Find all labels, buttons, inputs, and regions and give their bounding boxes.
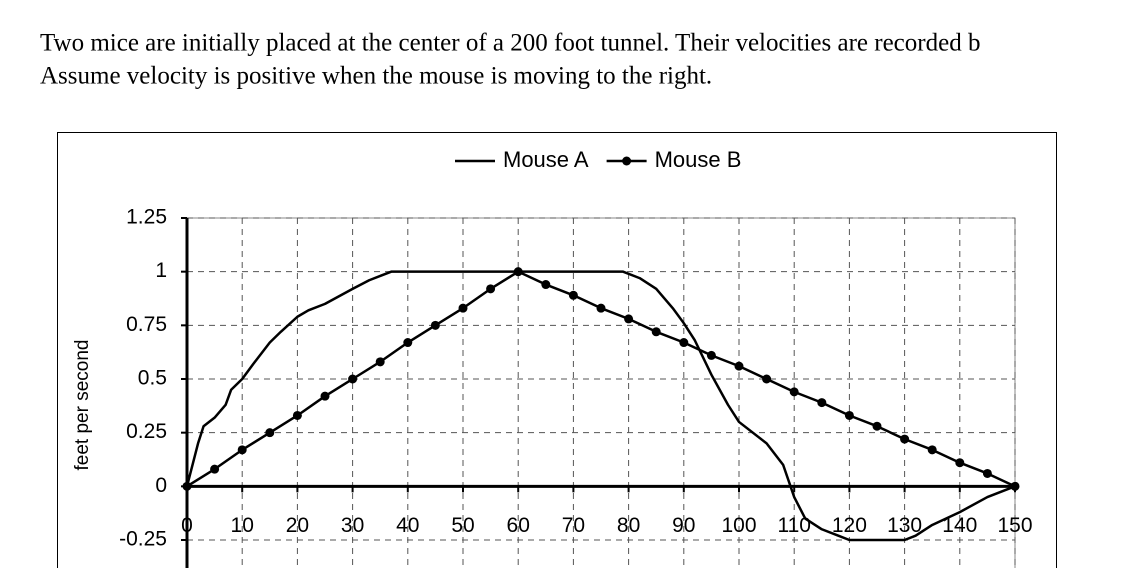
point-marker xyxy=(430,320,440,330)
x-tick-label: 130 xyxy=(887,514,922,537)
y-tick-label: 1 xyxy=(155,259,167,282)
series-line xyxy=(185,270,1016,542)
point-marker xyxy=(568,290,578,300)
point-marker xyxy=(762,374,772,384)
y-tick-label: -0.25 xyxy=(119,528,167,551)
point-marker xyxy=(486,284,496,294)
point-marker xyxy=(596,303,606,313)
point-marker xyxy=(458,303,468,313)
y-tick-label: 0.75 xyxy=(126,313,167,336)
point-marker xyxy=(403,338,413,348)
x-tick-label: 110 xyxy=(777,514,810,537)
x-tick-label: 90 xyxy=(672,514,695,537)
point-marker xyxy=(955,458,965,468)
x-tick-label: 20 xyxy=(286,514,309,537)
point-marker xyxy=(237,445,247,455)
y-tick-label: 0.25 xyxy=(126,420,167,443)
point-marker xyxy=(900,434,910,444)
legend-label: Mouse B xyxy=(655,147,742,172)
point-marker xyxy=(320,391,330,401)
point-marker xyxy=(734,361,744,371)
point-marker xyxy=(679,338,689,348)
legend-marker xyxy=(622,156,632,166)
point-marker xyxy=(513,267,523,277)
point-marker xyxy=(817,398,827,408)
point-marker xyxy=(292,410,302,420)
legend-label: Mouse A xyxy=(503,147,589,172)
x-tick-label: 10 xyxy=(231,514,254,537)
y-tick-label: 0.5 xyxy=(138,367,167,390)
x-tick-label: 140 xyxy=(942,514,977,537)
y-tick-label: 0 xyxy=(155,474,167,497)
point-marker xyxy=(789,387,799,397)
point-marker xyxy=(182,481,192,491)
x-tick-label: 40 xyxy=(396,514,419,537)
x-tick-label: 120 xyxy=(832,514,867,537)
x-tick-label: 50 xyxy=(451,514,474,537)
x-tick-label: 100 xyxy=(721,514,756,537)
point-marker xyxy=(348,374,358,384)
paragraph-line: Two mice are initially placed at the cen… xyxy=(40,30,980,57)
point-marker xyxy=(541,280,551,290)
paragraph-line: Assume velocity is positive when the mou… xyxy=(40,63,712,90)
point-marker xyxy=(844,410,854,420)
point-marker xyxy=(651,327,661,337)
y-axis-label: feet per second xyxy=(72,340,93,471)
point-marker xyxy=(927,445,937,455)
point-marker xyxy=(872,421,882,431)
x-tick-label: 30 xyxy=(341,514,364,537)
point-marker xyxy=(1010,481,1020,491)
x-tick-label: 70 xyxy=(562,514,585,537)
point-marker xyxy=(706,350,716,360)
chart-frame xyxy=(57,132,1057,568)
point-marker xyxy=(624,314,634,324)
x-tick-label: 80 xyxy=(617,514,640,537)
x-tick-label: 150 xyxy=(997,514,1032,537)
point-marker xyxy=(210,464,220,474)
x-tick-label: 60 xyxy=(507,514,530,537)
y-tick-label: 1.25 xyxy=(126,206,167,229)
point-marker xyxy=(982,468,992,478)
point-marker xyxy=(375,357,385,367)
point-marker xyxy=(265,428,275,438)
